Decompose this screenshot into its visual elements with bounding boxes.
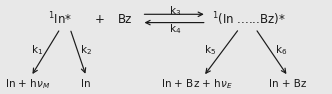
Text: k$_5$: k$_5$ <box>204 43 216 57</box>
Text: In + Bz: In + Bz <box>269 79 307 89</box>
Text: Bz: Bz <box>118 13 132 26</box>
Text: In + h$\nu_{M}$: In + h$\nu_{M}$ <box>5 77 50 91</box>
Text: k$_3$: k$_3$ <box>169 4 181 17</box>
Text: +: + <box>94 13 104 26</box>
Text: k$_2$: k$_2$ <box>80 43 92 57</box>
Text: k$_6$: k$_6$ <box>275 43 288 57</box>
Text: $^{1}$In*: $^{1}$In* <box>48 11 72 28</box>
Text: In + Bz + h$\nu_{E}$: In + Bz + h$\nu_{E}$ <box>161 77 233 91</box>
Text: k$_4$: k$_4$ <box>169 22 181 36</box>
Text: In: In <box>81 79 91 89</box>
Text: $^{1}$(In ......Bz)*: $^{1}$(In ......Bz)* <box>212 11 286 28</box>
Text: k$_1$: k$_1$ <box>32 43 43 57</box>
